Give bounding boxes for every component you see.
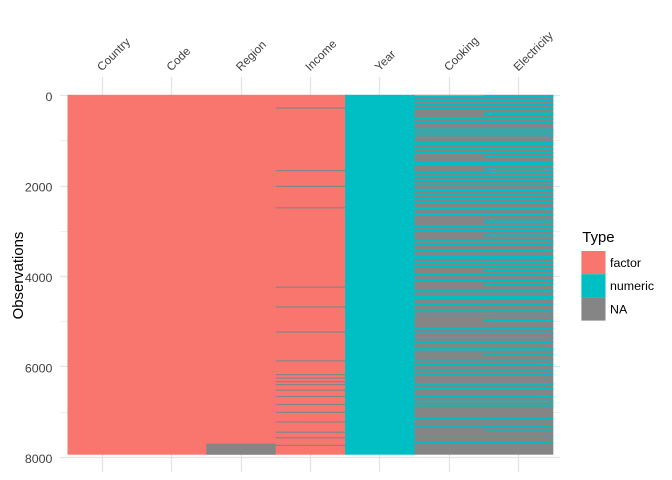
svg-text:6000: 6000 (25, 362, 53, 376)
svg-text:2000: 2000 (25, 181, 53, 195)
svg-text:8000: 8000 (25, 452, 53, 466)
svg-text:factor: factor (610, 256, 641, 270)
svg-text:NA: NA (610, 302, 628, 316)
svg-text:numeric: numeric (610, 279, 654, 293)
svg-text:4000: 4000 (25, 271, 53, 285)
svg-text:Observations: Observations (11, 232, 27, 320)
svg-text:Type: Type (582, 230, 614, 246)
svg-text:0: 0 (45, 90, 52, 104)
